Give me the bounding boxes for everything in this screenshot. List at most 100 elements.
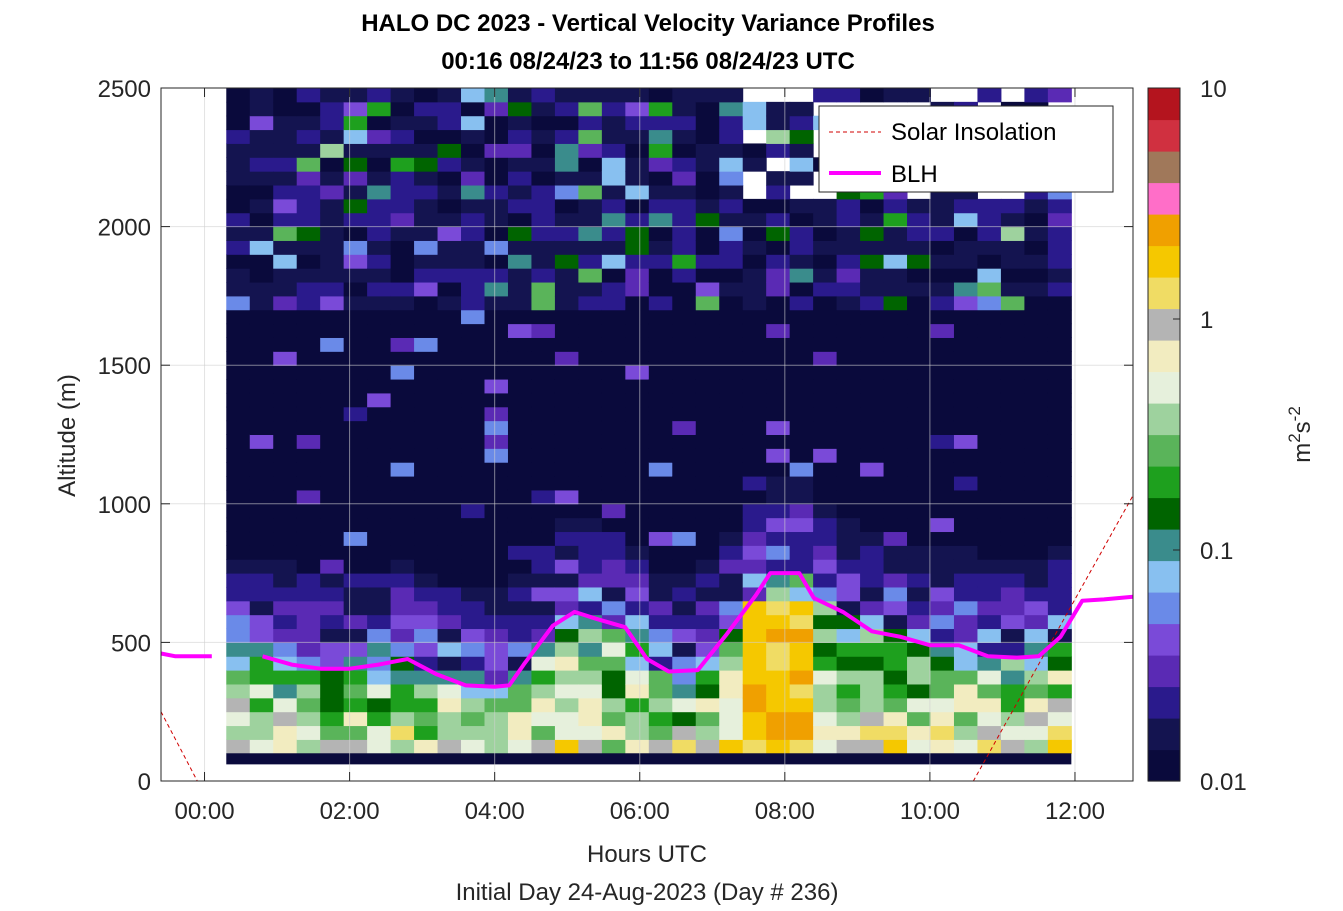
solar-insolation-line: [160, 495, 1134, 782]
heatmap-cell: [320, 434, 345, 449]
heatmap-cell: [1024, 531, 1049, 546]
heatmap-cell: [343, 614, 368, 630]
heatmap-cell: [953, 614, 978, 630]
heatmap-cell: [601, 379, 626, 394]
heatmap-cell: [648, 351, 673, 366]
heatmap-cell: [367, 295, 392, 311]
legend-box: [818, 105, 1114, 193]
heatmap-cell: [437, 129, 462, 144]
heatmap-cell: [648, 642, 673, 657]
heatmap-cell: [742, 670, 767, 685]
heatmap-cell: [695, 392, 720, 408]
heatmap-cell: [930, 420, 955, 435]
heatmap-cell: [883, 420, 908, 435]
heatmap-cell: [296, 88, 321, 103]
heatmap-cell: [226, 711, 251, 727]
heatmap-cell: [930, 683, 955, 699]
heatmap-cell: [249, 268, 274, 283]
heatmap-cell: [484, 88, 509, 103]
heatmap-cell: [554, 115, 579, 131]
colorbar-tick-label: 0.01: [1200, 769, 1247, 796]
colorbar-segment: [1148, 88, 1180, 121]
heatmap-cell: [507, 503, 532, 519]
heatmap-cell: [742, 711, 767, 727]
heatmap-cell: [977, 282, 1002, 297]
heatmap-cell: [1047, 559, 1072, 574]
heatmap-cell: [437, 212, 462, 228]
heatmap-cell: [601, 240, 626, 255]
heatmap-cell: [1047, 309, 1072, 325]
heatmap-cell: [907, 337, 931, 352]
heatmap-cell: [531, 379, 556, 394]
heatmap-cell: [813, 670, 838, 685]
heatmap-cell: [813, 531, 838, 546]
heatmap-cell: [343, 462, 368, 477]
heatmap-cell: [672, 379, 697, 394]
heatmap-cell: [883, 573, 908, 588]
heatmap-cell: [554, 351, 579, 366]
heatmap-cell: [249, 406, 274, 422]
heatmap-cell: [1047, 503, 1072, 519]
heatmap-cell: [719, 171, 744, 186]
heatmap-cell: [719, 670, 744, 685]
heatmap-cell: [601, 711, 626, 727]
heatmap-cell: [695, 586, 720, 602]
heatmap-cell: [672, 143, 697, 158]
heatmap-cell: [766, 628, 791, 643]
heatmap-cell: [390, 739, 415, 754]
heatmap-cell: [343, 282, 368, 297]
heatmap-cell: [1024, 476, 1049, 491]
heatmap-cell: [648, 670, 673, 685]
heatmap-cell: [907, 420, 931, 435]
heatmap-cell: [813, 295, 838, 311]
heatmap-cell: [977, 670, 1002, 685]
heatmap-cell: [766, 406, 791, 422]
heatmap-cell: [930, 351, 955, 366]
heatmap-cell: [695, 129, 720, 144]
heatmap-cell: [367, 115, 392, 131]
heatmap-cell: [367, 143, 392, 158]
heatmap-cell: [578, 115, 603, 131]
heatmap-cell: [437, 697, 462, 713]
x-tick-label: 10:00: [900, 798, 960, 825]
heatmap-cell: [554, 462, 579, 477]
heatmap-cell: [766, 143, 791, 158]
heatmap-cell: [813, 88, 838, 103]
heatmap-cell: [672, 351, 697, 366]
heatmap-cell: [343, 240, 368, 255]
heatmap-cell: [273, 337, 298, 352]
heatmap-cell: [249, 212, 274, 228]
heatmap-cell: [672, 739, 697, 754]
colorbar-segment: [1148, 749, 1180, 782]
heatmap-cell: [836, 379, 861, 394]
heatmap-cell: [1000, 254, 1025, 269]
heatmap-cell: [789, 254, 814, 269]
heatmap-cell: [789, 198, 814, 214]
heatmap-cell: [742, 489, 767, 505]
heatmap-cell: [414, 143, 439, 158]
heatmap-cell: [343, 101, 368, 117]
heatmap-cell: [601, 406, 626, 422]
heatmap-cell: [367, 323, 392, 338]
heatmap-cell: [766, 323, 791, 338]
heatmap-cell: [531, 351, 556, 366]
heatmap-cell: [414, 697, 439, 713]
heatmap-cell: [1024, 351, 1049, 366]
heatmap-cell: [296, 628, 321, 643]
heatmap-cell: [930, 600, 955, 616]
heatmap-cell: [907, 462, 931, 477]
heatmap-cell: [226, 254, 251, 269]
heatmap-cell: [531, 254, 556, 269]
heatmap-cell: [343, 254, 368, 269]
heatmap-cell: [507, 725, 532, 740]
heatmap-cell: [226, 531, 251, 546]
heatmap-cell: [273, 559, 298, 574]
heatmap-cell: [625, 226, 650, 241]
heatmap-cell: [273, 392, 298, 408]
heatmap-cell: [484, 586, 509, 602]
solar-insolation-path: [160, 495, 1134, 782]
heatmap-cell: [343, 379, 368, 394]
heatmap-cell: [531, 365, 556, 380]
heatmap-cell: [1024, 323, 1049, 338]
heatmap-cell: [554, 157, 579, 172]
